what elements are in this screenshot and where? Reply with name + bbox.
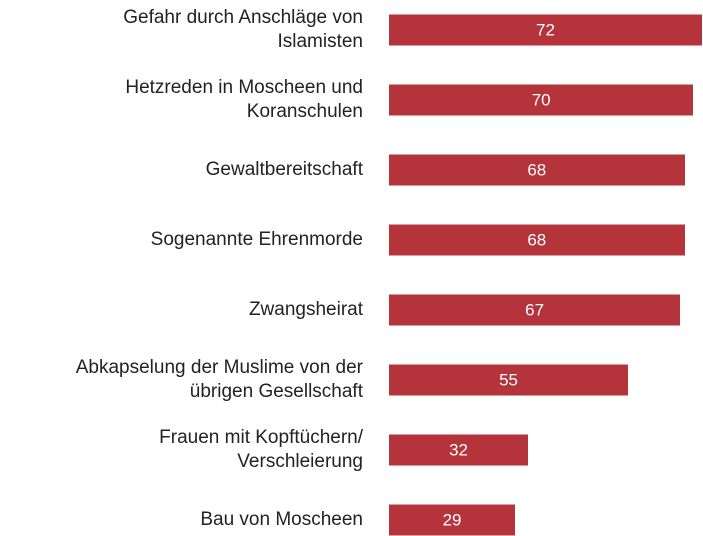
- bar: [389, 14, 702, 46]
- category-label: Gefahr durch Anschläge von Islamisten: [123, 7, 363, 52]
- value-label: 68: [527, 230, 547, 250]
- bar: [389, 504, 516, 536]
- bar: [389, 364, 629, 396]
- value-label: 72: [536, 20, 555, 40]
- bar: [389, 224, 685, 256]
- bar: [389, 154, 685, 186]
- category-label: Abkapselung der Muslime von der übrigen …: [75, 357, 363, 402]
- category-label: Gewaltbereitschaft: [205, 159, 363, 180]
- category-label: Frauen mit Kopftüchern/ Verschleierung: [159, 427, 363, 472]
- bar: [389, 294, 681, 326]
- category-label: Bau von Moscheen: [200, 509, 363, 530]
- value-label: 68: [527, 160, 547, 180]
- bar: [389, 434, 529, 466]
- value-label: 67: [525, 300, 545, 320]
- value-label: 32: [449, 440, 469, 460]
- category-label: Hetzreden in Moscheen und Koranschulen: [125, 77, 363, 122]
- category-label: Sogenannte Ehrenmorde: [150, 229, 363, 250]
- category-label: Zwangsheirat: [248, 299, 363, 320]
- bar: [389, 84, 694, 116]
- value-label: 29: [442, 510, 462, 530]
- value-label: 55: [499, 370, 518, 390]
- value-label: 70: [531, 90, 551, 110]
